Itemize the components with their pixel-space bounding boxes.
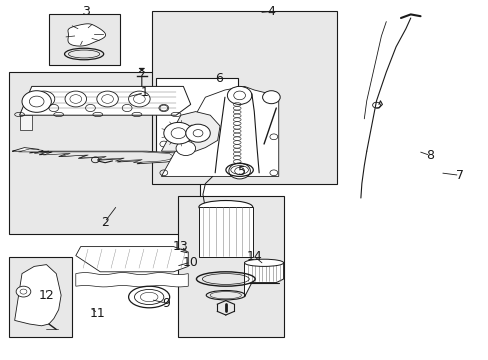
Circle shape [22, 91, 51, 112]
Text: 12: 12 [39, 289, 54, 302]
Polygon shape [244, 263, 283, 297]
Circle shape [185, 124, 210, 142]
Bar [49, 14, 120, 65]
Text: 3: 3 [81, 5, 89, 18]
Circle shape [33, 91, 55, 107]
Text: 1: 1 [140, 86, 148, 99]
Text: 5: 5 [238, 165, 245, 178]
Bar [199, 207, 252, 257]
Bar [151, 11, 337, 184]
Text: 10: 10 [183, 256, 198, 269]
Polygon shape [161, 86, 278, 176]
Circle shape [227, 86, 251, 104]
Circle shape [128, 91, 150, 107]
Circle shape [97, 91, 118, 107]
Text: 4: 4 [267, 5, 275, 18]
Polygon shape [20, 115, 32, 130]
Text: 13: 13 [173, 240, 188, 253]
Ellipse shape [244, 259, 283, 266]
Text: 7: 7 [455, 169, 463, 182]
Text: 8: 8 [426, 149, 433, 162]
Polygon shape [76, 247, 188, 272]
Text: 6: 6 [215, 72, 223, 85]
Bar [178, 196, 283, 337]
Polygon shape [20, 86, 190, 115]
Bar [9, 72, 199, 234]
Circle shape [65, 91, 86, 107]
Polygon shape [12, 148, 181, 164]
Circle shape [16, 286, 31, 297]
Circle shape [228, 163, 250, 179]
Ellipse shape [199, 201, 252, 213]
Polygon shape [19, 149, 173, 163]
Polygon shape [15, 265, 61, 326]
Bar [9, 257, 72, 337]
Text: 9: 9 [162, 297, 170, 310]
Text: 14: 14 [246, 250, 262, 263]
Circle shape [176, 141, 195, 156]
Text: 2: 2 [101, 216, 108, 229]
Polygon shape [161, 112, 220, 151]
Polygon shape [76, 273, 188, 287]
Circle shape [163, 122, 193, 144]
Circle shape [262, 91, 280, 104]
Bar [155, 78, 237, 156]
Text: 11: 11 [90, 307, 105, 320]
Polygon shape [68, 24, 105, 46]
